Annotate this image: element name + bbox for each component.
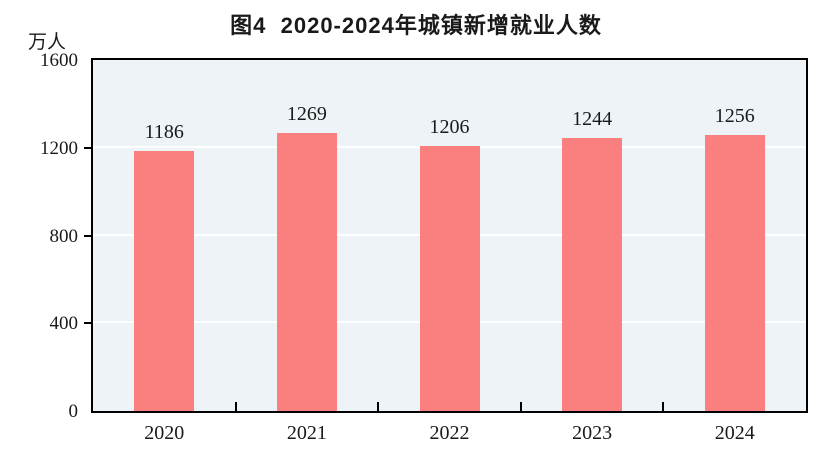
x-tick-mark [662, 402, 665, 411]
bar-value-label: 1269 [286, 102, 327, 125]
x-tick-label: 2021 [286, 422, 327, 444]
bar [419, 146, 480, 411]
y-axis-unit-label: 万人 [28, 32, 67, 53]
x-tick-mark [377, 402, 380, 411]
bar-value-label: 1186 [144, 120, 184, 143]
bar [276, 132, 337, 411]
y-tick-label: 800 [49, 225, 79, 247]
y-tick-mark [84, 322, 91, 325]
x-tick-label: 2024 [714, 422, 755, 444]
bar [704, 135, 765, 411]
x-tick-mark [234, 402, 237, 411]
y-tick-label: 1200 [40, 137, 78, 159]
y-tick-mark [84, 146, 91, 149]
x-tick-label: 2023 [572, 422, 613, 444]
chart-title: 图4 2020-2024年城镇新增就业人数 [230, 13, 602, 38]
bar [562, 138, 623, 411]
bar [134, 150, 195, 411]
y-tick-mark [84, 234, 91, 237]
y-tick-label: 400 [49, 313, 79, 335]
y-tick-label: 1600 [40, 50, 78, 71]
y-tick-label: 0 [68, 401, 79, 422]
x-tick-label: 2022 [429, 422, 470, 444]
x-tick-mark [519, 402, 522, 411]
bar-value-label: 1256 [714, 105, 755, 128]
plot-area: 1186 1269 1206 1244 1256 [91, 58, 808, 413]
bar-value-label: 1206 [429, 116, 470, 139]
x-tick-label: 2020 [144, 422, 185, 444]
bar-value-label: 1244 [572, 108, 613, 131]
